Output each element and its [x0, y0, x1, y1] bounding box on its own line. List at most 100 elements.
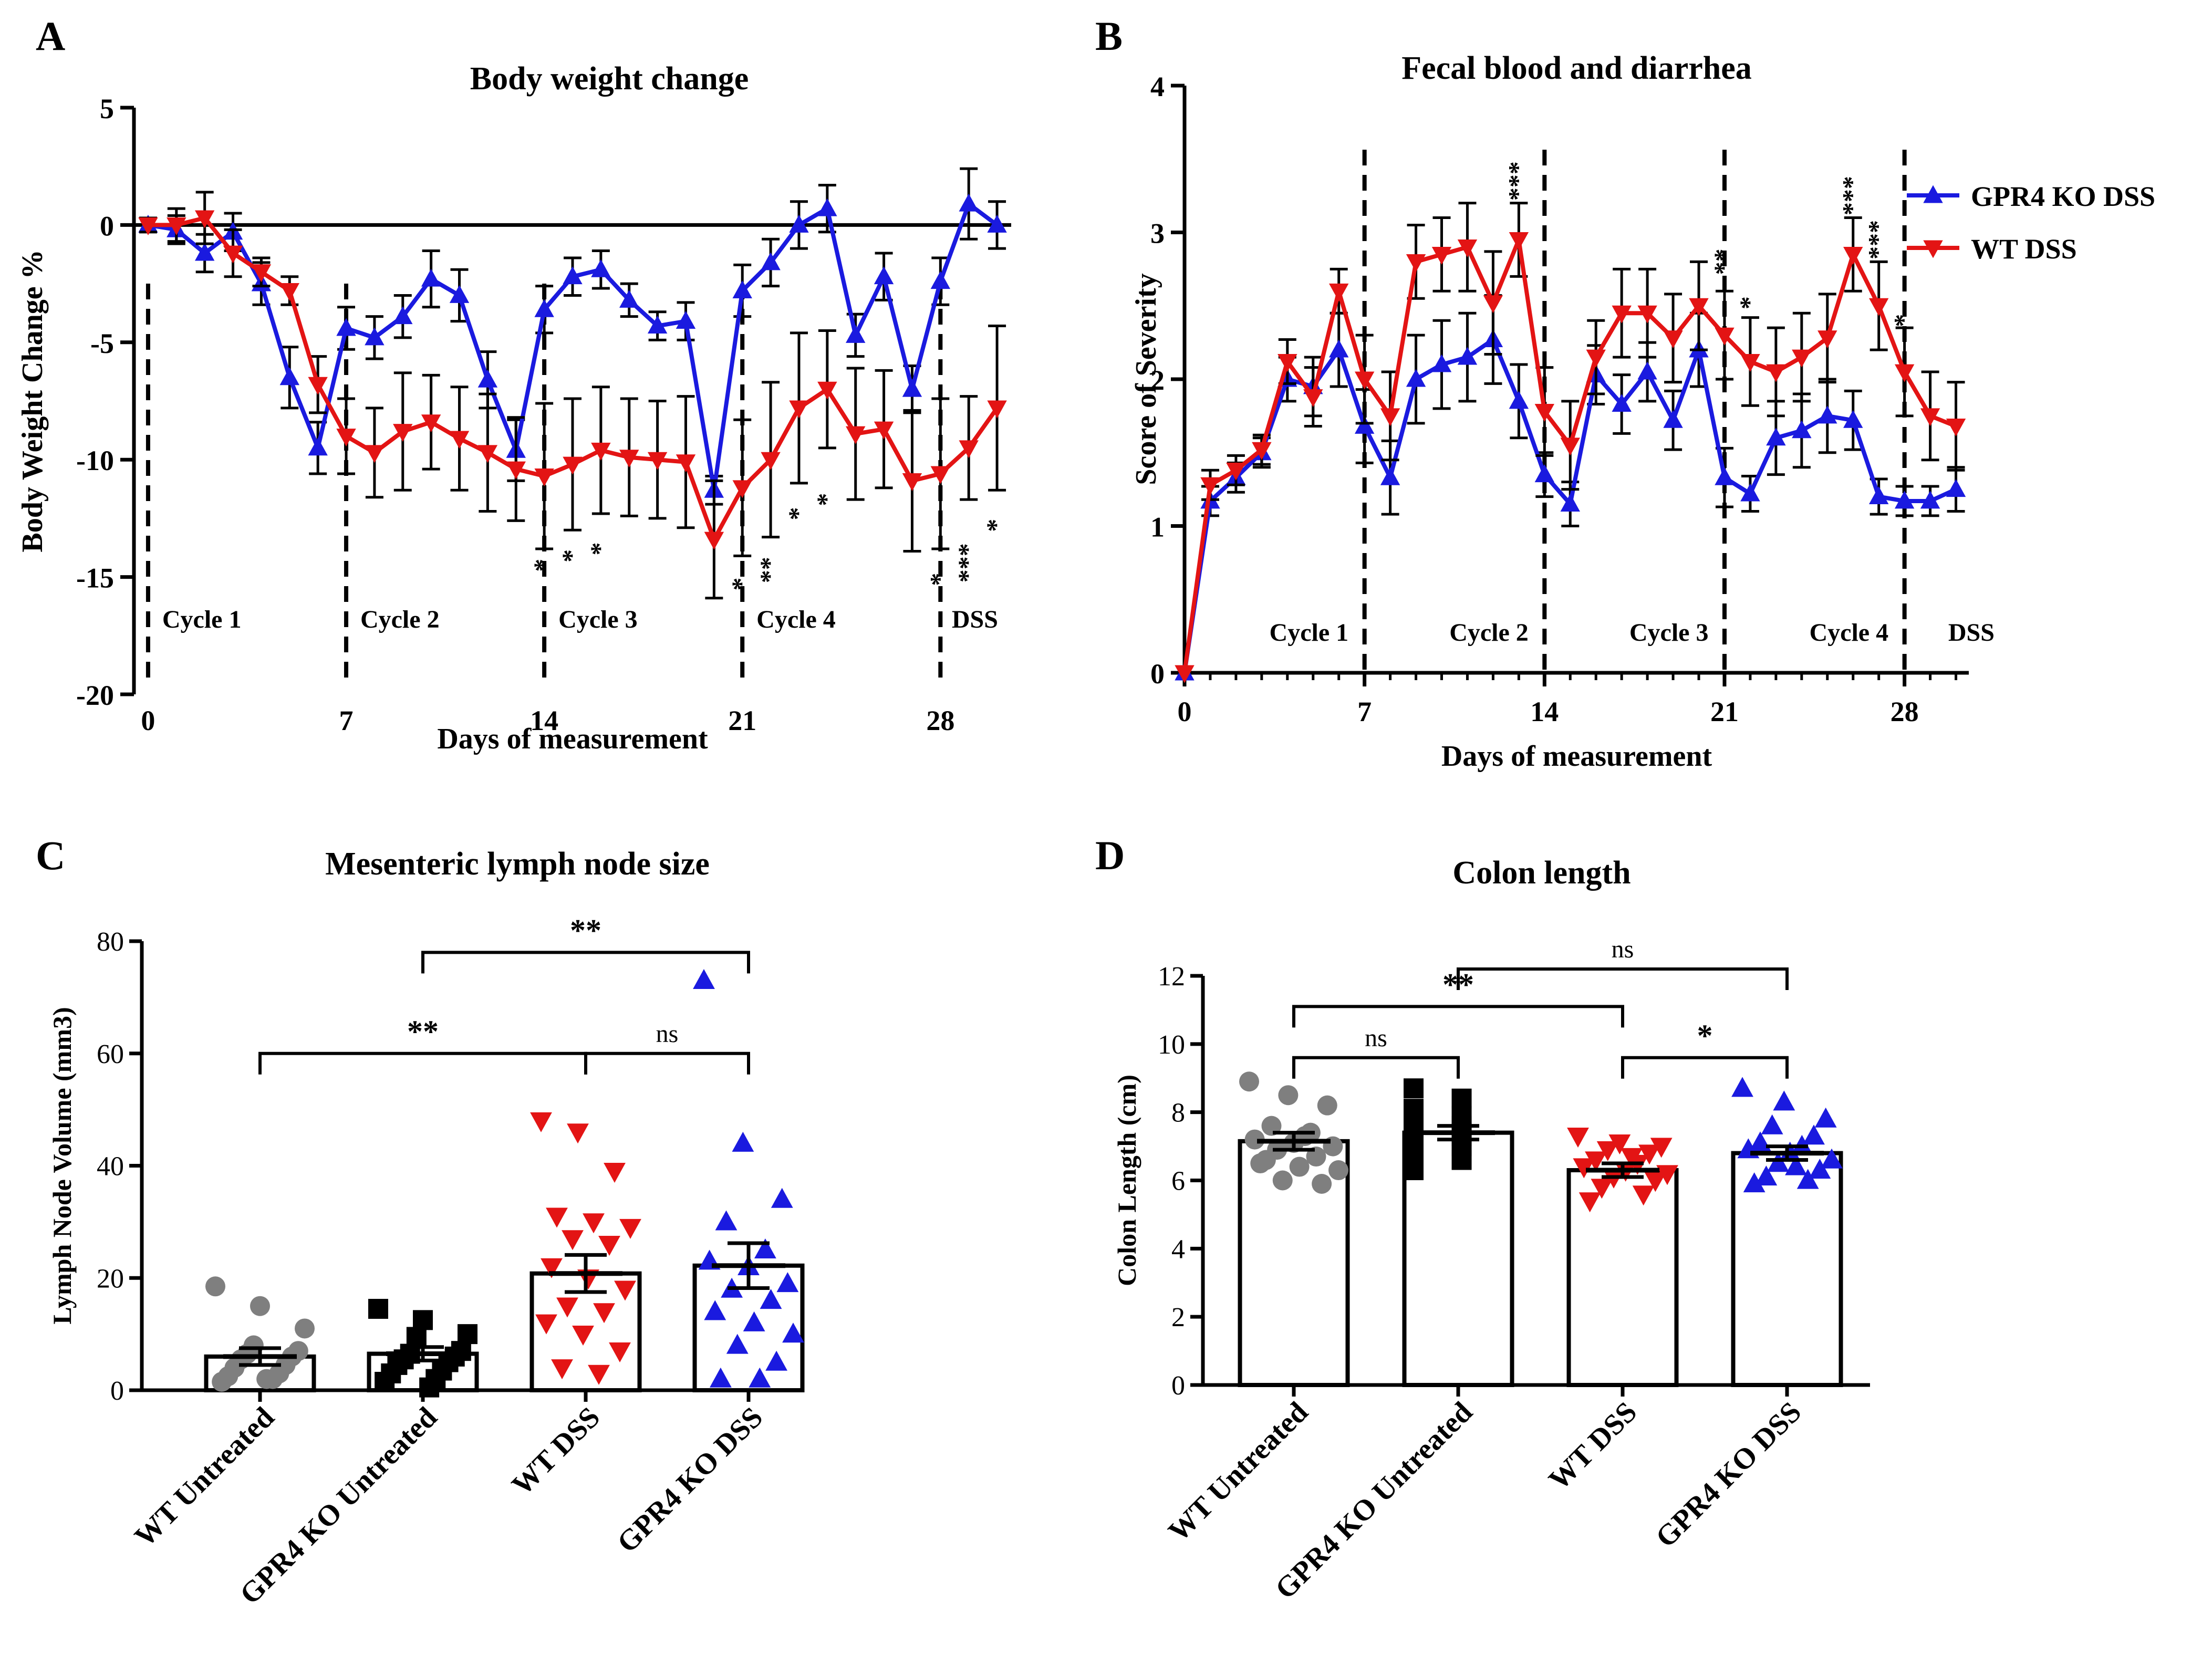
cycle-label: Cycle 2 [1449, 619, 1529, 647]
significance-label: * [1697, 1018, 1713, 1053]
data-point [279, 283, 299, 301]
data-point [1612, 393, 1632, 412]
significance-label: ns [1365, 1024, 1387, 1052]
y-tick-label: 0 [1150, 658, 1165, 690]
data-point [619, 450, 639, 468]
y-tick-label: 6 [1171, 1167, 1185, 1196]
data-point [619, 289, 639, 308]
data-point [1573, 1158, 1595, 1179]
significance-marker: * [1888, 314, 1918, 327]
x-tick-label: 0 [141, 705, 155, 736]
significance-marker: * [585, 542, 614, 555]
y-tick-label: 2 [1171, 1303, 1185, 1332]
group-wt-dss: WT DSS [1543, 1127, 1679, 1496]
data-point [817, 381, 837, 400]
data-point [1715, 467, 1735, 485]
y-axis-label: Lymph Node Volume (mm3) [47, 1007, 77, 1324]
data-point [1585, 1151, 1607, 1172]
data-point [1596, 1141, 1619, 1161]
data-point [959, 440, 979, 459]
data-point [1749, 1131, 1771, 1152]
data-point [506, 461, 526, 480]
y-tick-label: 4 [1150, 71, 1165, 102]
legend-marker [1923, 240, 1943, 258]
data-point [563, 456, 583, 475]
cycle-label: Cycle 1 [162, 606, 242, 633]
data-point [987, 400, 1007, 419]
y-tick-label: 0 [100, 210, 114, 242]
data-point [449, 285, 470, 303]
y-tick-label: -20 [76, 680, 114, 711]
data-point [1329, 283, 1349, 301]
data-point [1792, 349, 1812, 368]
data-point [1272, 1170, 1293, 1191]
data-point [1457, 239, 1478, 257]
data-point [1591, 1179, 1613, 1199]
data-point [987, 214, 1007, 233]
significance-marker: * [783, 507, 812, 520]
data-point [1404, 1143, 1424, 1163]
group-gpr4-ko-dss: GPR4 KO DSS [611, 968, 805, 1559]
data-point [562, 1230, 584, 1251]
data-point [704, 1300, 726, 1320]
data-point [1637, 361, 1657, 380]
y-tick-label: 40 [97, 1152, 124, 1182]
data-point [1317, 1095, 1337, 1116]
legend-label: WT DSS [1971, 233, 2077, 265]
data-point [604, 1163, 626, 1183]
data-point [393, 424, 413, 442]
data-point [295, 1318, 315, 1339]
data-point [902, 379, 922, 397]
data-point [1740, 483, 1760, 502]
data-point [1663, 330, 1683, 349]
data-point [1509, 232, 1529, 251]
cycle-label: Cycle 3 [558, 606, 638, 633]
data-point [1586, 349, 1606, 368]
data-point [1868, 298, 1889, 316]
y-tick-label: -10 [76, 445, 114, 476]
data-point [1638, 1144, 1660, 1165]
data-point [1354, 415, 1375, 434]
data-point [365, 327, 385, 346]
data-point [1621, 1148, 1643, 1168]
data-point [732, 1131, 754, 1152]
data-point [449, 431, 470, 449]
data-point [477, 445, 498, 463]
cycle-label: DSS [1948, 619, 1995, 647]
data-point [1766, 364, 1786, 382]
data-point [693, 968, 715, 989]
data-point [609, 1342, 631, 1363]
data-point [619, 1218, 641, 1239]
comparison-bracket [1621, 1056, 1789, 1079]
panel-c: Mesenteric lymph node size Lymph Node Vol… [47, 846, 805, 1611]
data-point [1689, 298, 1709, 316]
data-point [1289, 1157, 1310, 1177]
comparison-bracket [1457, 967, 1789, 991]
x-tick-label: 14 [530, 705, 558, 736]
data-point [1894, 491, 1915, 509]
cycle-label: DSS [952, 606, 998, 633]
significance-marker: * [528, 559, 557, 572]
data-point [406, 1327, 427, 1347]
data-point [256, 1369, 277, 1389]
data-point [1843, 410, 1863, 428]
data-point [419, 1377, 440, 1398]
panel-letter-d: D [1095, 832, 1125, 878]
legend-marker [1923, 185, 1943, 203]
data-point [1431, 246, 1452, 265]
data-point [1451, 1088, 1472, 1109]
data-point [1814, 1107, 1837, 1128]
data-point [1868, 486, 1889, 505]
data-point [614, 1280, 636, 1301]
data-point [598, 1235, 620, 1256]
data-point [534, 468, 554, 487]
data-point [1731, 1077, 1753, 1097]
data-point [1175, 665, 1195, 683]
data-point [1303, 389, 1323, 408]
data-point [1239, 1071, 1259, 1092]
comparison-bracket [258, 1051, 587, 1075]
y-tick-label: 4 [1171, 1234, 1185, 1264]
data-point [308, 377, 328, 395]
significance-marker: * [556, 549, 586, 563]
